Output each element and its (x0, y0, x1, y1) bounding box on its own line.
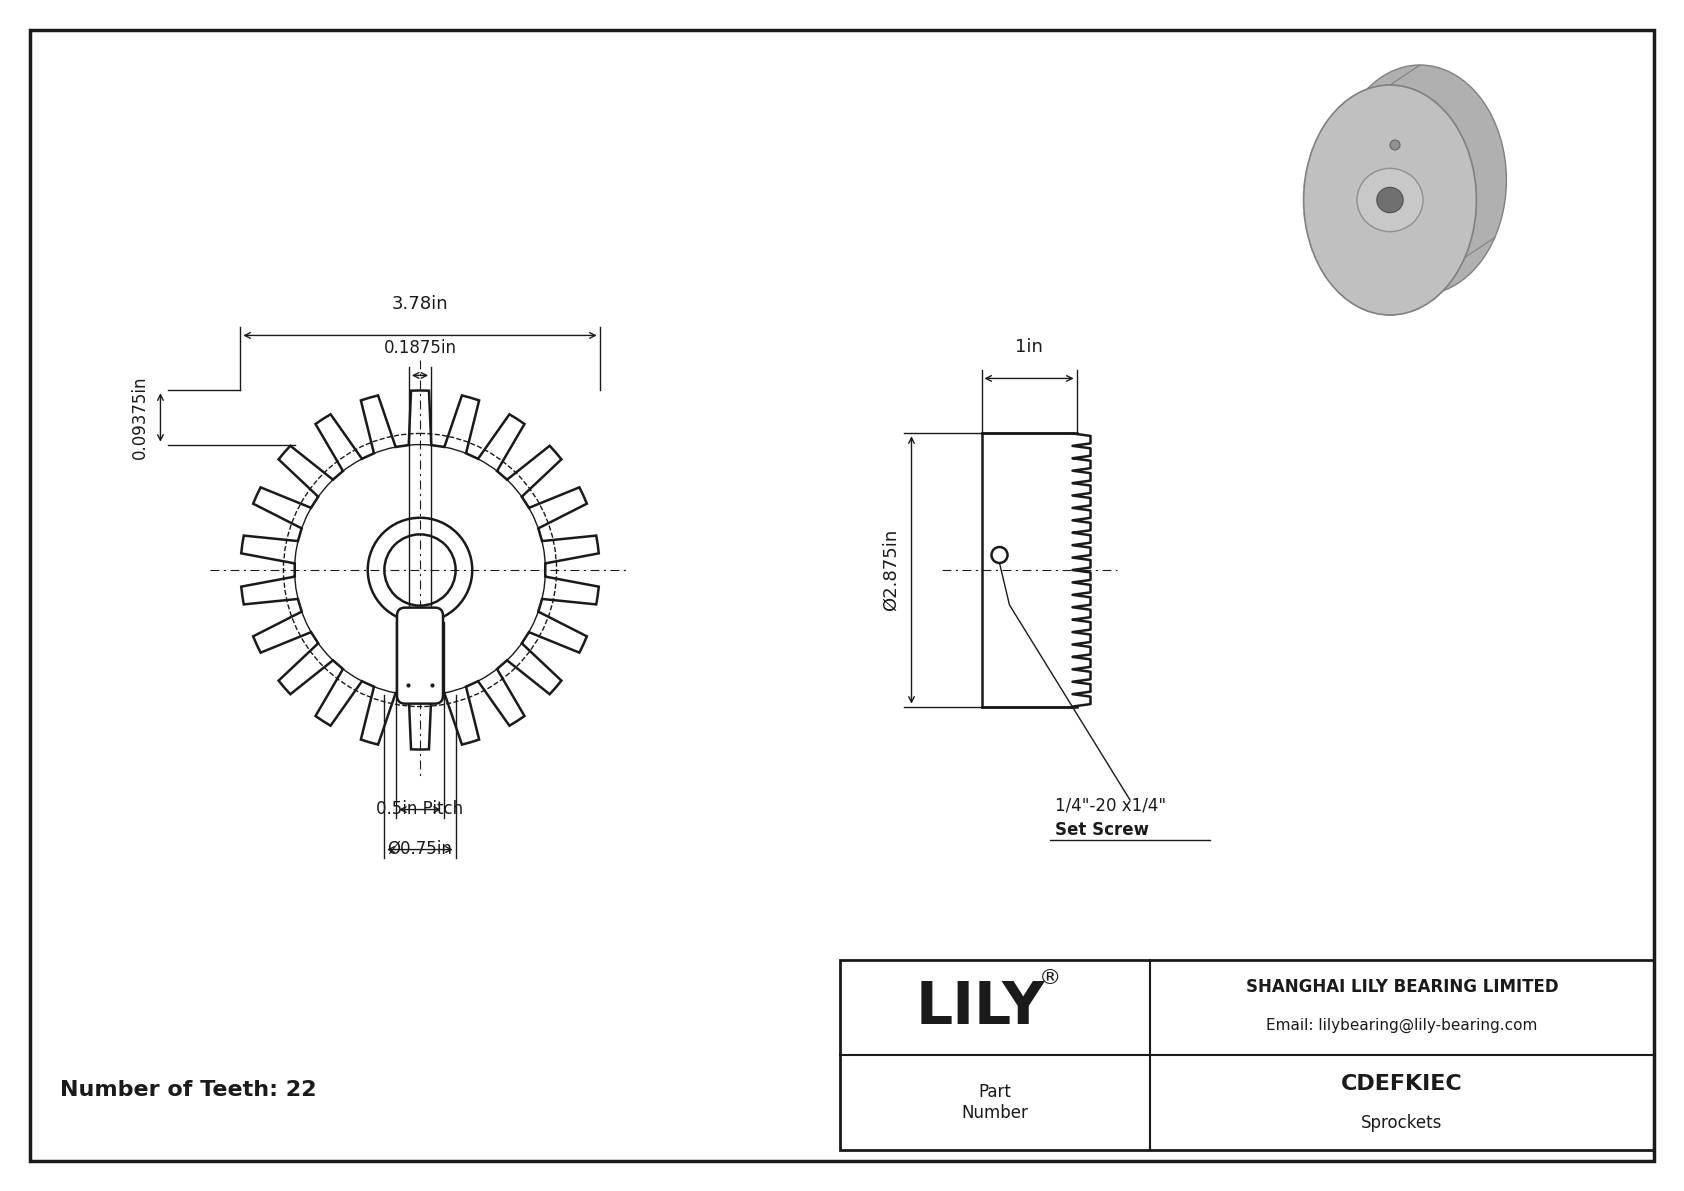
Polygon shape (1340, 281, 1352, 299)
Polygon shape (1406, 88, 1418, 105)
Text: Sprockets: Sprockets (1361, 1114, 1443, 1131)
Ellipse shape (1303, 85, 1477, 314)
Ellipse shape (1378, 187, 1403, 213)
Text: 0.5in Pitch: 0.5in Pitch (377, 799, 463, 817)
Circle shape (1389, 141, 1399, 150)
Text: 3.78in: 3.78in (392, 295, 448, 313)
Polygon shape (1303, 208, 1315, 220)
Text: Email: lilybearing@lily-bearing.com: Email: lilybearing@lily-bearing.com (1266, 1018, 1537, 1033)
Polygon shape (1310, 237, 1322, 251)
Text: ®: ® (1039, 967, 1061, 987)
Polygon shape (1445, 262, 1457, 279)
Polygon shape (1465, 208, 1475, 220)
Text: 1in: 1in (1015, 338, 1042, 356)
Polygon shape (1310, 149, 1322, 163)
Polygon shape (1426, 101, 1440, 119)
Text: Ø2.875in: Ø2.875in (881, 529, 899, 611)
Text: Part
Number: Part Number (962, 1083, 1029, 1122)
Polygon shape (1324, 121, 1335, 138)
Text: Number of Teeth: 22: Number of Teeth: 22 (61, 1080, 317, 1100)
Polygon shape (1406, 295, 1418, 312)
Text: Set Screw: Set Screw (1054, 821, 1148, 838)
Text: Ø0.75in: Ø0.75in (387, 840, 453, 858)
Text: CDEFKIEC: CDEFKIEC (1340, 1074, 1463, 1095)
Text: LILY: LILY (916, 979, 1044, 1036)
Text: 0.09375in: 0.09375in (130, 376, 148, 460)
Text: 0.1875in: 0.1875in (384, 339, 456, 357)
Polygon shape (1340, 101, 1352, 119)
FancyBboxPatch shape (397, 607, 443, 704)
Text: 1/4"-20 x1/4": 1/4"-20 x1/4" (1054, 796, 1165, 813)
Polygon shape (1384, 301, 1396, 314)
Polygon shape (1384, 85, 1396, 99)
Polygon shape (1457, 149, 1470, 163)
Polygon shape (1362, 295, 1374, 312)
Polygon shape (1303, 180, 1315, 191)
Ellipse shape (1357, 168, 1423, 231)
Bar (840, 960, 1654, 1151)
Polygon shape (1445, 121, 1457, 138)
Polygon shape (1324, 262, 1335, 279)
Text: SHANGHAI LILY BEARING LIMITED: SHANGHAI LILY BEARING LIMITED (1246, 979, 1558, 997)
Polygon shape (1457, 237, 1470, 251)
Polygon shape (1362, 88, 1374, 105)
Polygon shape (1465, 180, 1475, 191)
Polygon shape (1426, 281, 1440, 299)
Ellipse shape (1334, 66, 1507, 295)
